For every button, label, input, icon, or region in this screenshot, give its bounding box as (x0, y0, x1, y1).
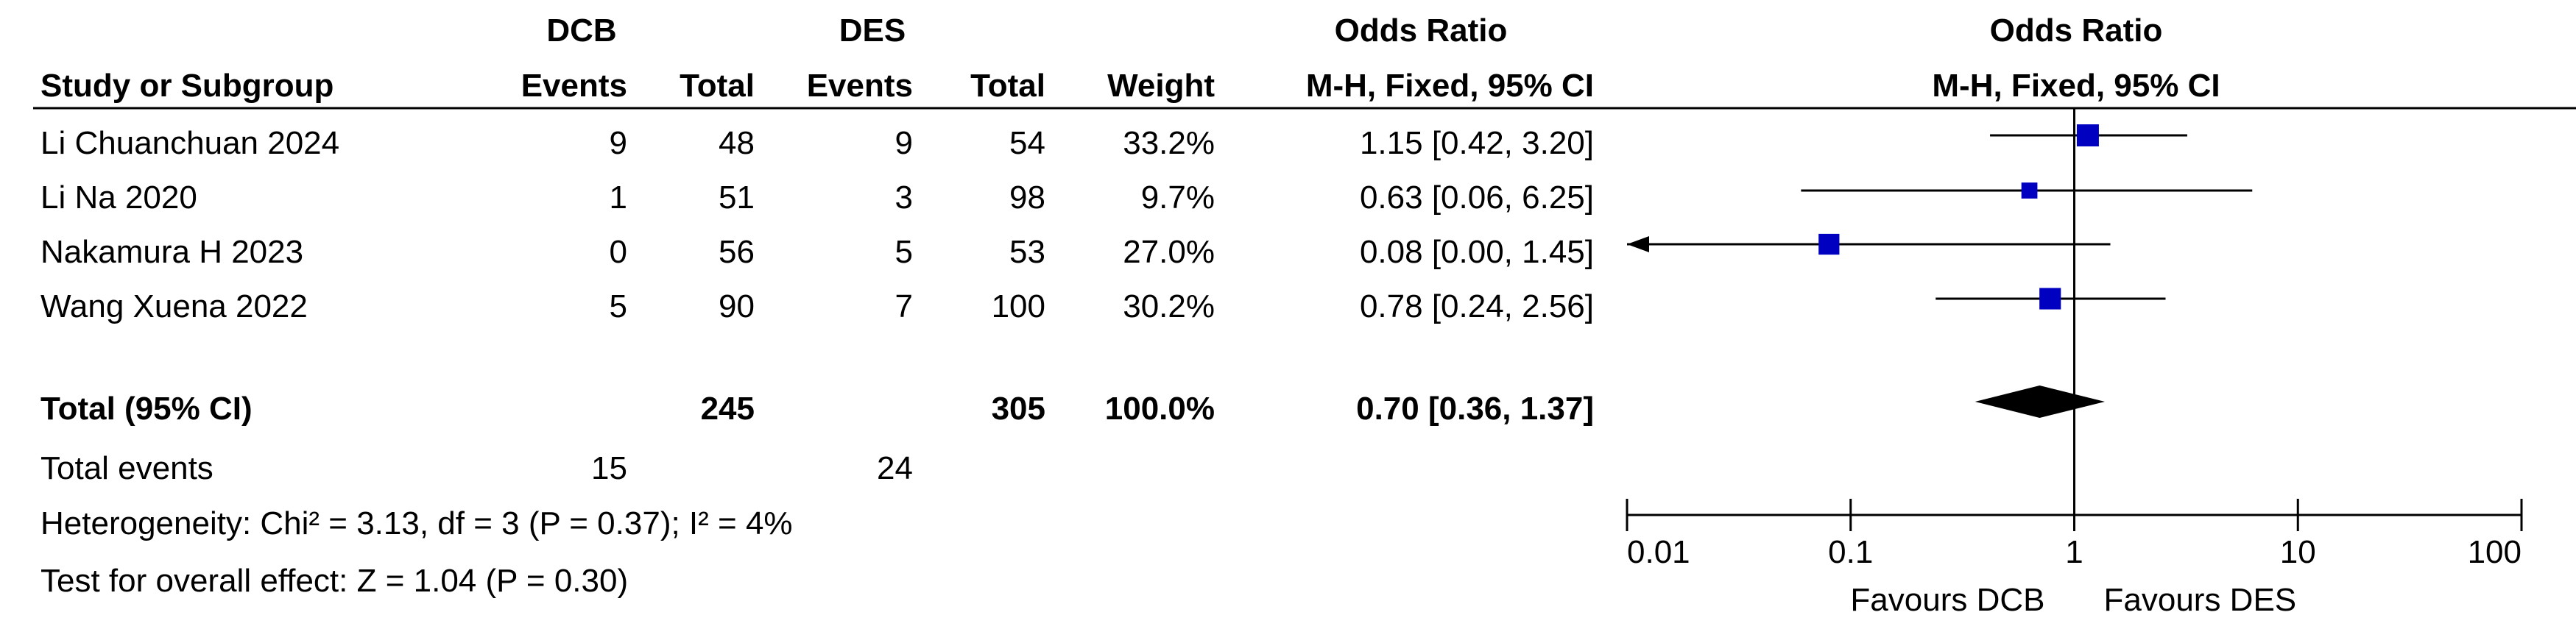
total-t2: 305 (991, 391, 1045, 427)
plot-title: Odds Ratio (1989, 13, 2163, 49)
study-name: Li Chuanchuan 2024 (40, 125, 340, 161)
study-point (2039, 288, 2061, 310)
plot-subtitle: M-H, Fixed, 95% CI (1932, 68, 2220, 104)
total2-column-header: Total (970, 68, 1045, 104)
or-ci-cell: 0.78 [0.24, 2.56] (1359, 288, 1594, 324)
weight-cell: 33.2% (1123, 125, 1215, 161)
study-name: Nakamura H 2023 (40, 234, 304, 270)
total-label: Total (95% CI) (40, 391, 253, 427)
x-tick-label: 1 (2065, 534, 2083, 570)
weight-column-header: Weight (1107, 68, 1215, 104)
events2-column-header: Events (806, 68, 913, 104)
study-point (2076, 124, 2099, 146)
weight-cell: 27.0% (1123, 234, 1215, 270)
events1-cell: 9 (609, 125, 627, 161)
group1-header: DCB (546, 13, 617, 49)
favours-left-label: Favours DCB (1850, 582, 2044, 618)
events-label: Total events (40, 450, 214, 486)
study-point (1818, 233, 1840, 255)
study-name: Wang Xuena 2022 (40, 288, 308, 324)
events1-cell: 5 (609, 288, 627, 324)
events1-column-header: Events (521, 68, 627, 104)
or-ci-cell: 0.63 [0.06, 6.25] (1359, 180, 1594, 216)
total2-cell: 54 (1009, 125, 1045, 161)
total2-cell: 98 (1009, 180, 1045, 216)
x-tick-label: 0.01 (1627, 534, 1690, 570)
pooled-diamond (1975, 385, 2106, 418)
total2-cell: 100 (991, 288, 1045, 324)
method-column-header: M-H, Fixed, 95% CI (1305, 68, 1594, 104)
total1-column-header: Total (680, 68, 755, 104)
group2-header: DES (839, 13, 906, 49)
overall-effect-text: Test for overall effect: Z = 1.04 (P = 0… (40, 563, 629, 599)
or-ci-cell: 0.08 [0.00, 1.45] (1359, 234, 1594, 270)
total-t1: 245 (700, 391, 755, 427)
events-e1: 15 (591, 450, 627, 486)
total2-cell: 53 (1009, 234, 1045, 270)
weight-cell: 9.7% (1140, 180, 1215, 216)
events1-cell: 0 (609, 234, 627, 270)
x-tick-label: 100 (2468, 534, 2522, 570)
events2-cell: 9 (894, 125, 913, 161)
total1-cell: 90 (719, 288, 755, 324)
or-table-header: Odds Ratio (1334, 13, 1508, 49)
weight-cell: 30.2% (1123, 288, 1215, 324)
x-tick-label: 0.1 (1828, 534, 1873, 570)
events2-cell: 5 (894, 234, 913, 270)
or-ci-cell: 1.15 [0.42, 3.20] (1359, 125, 1594, 161)
total-weight: 100.0% (1104, 391, 1215, 427)
events1-cell: 1 (609, 180, 627, 216)
study-point (2021, 182, 2038, 199)
x-tick-label: 10 (2280, 534, 2316, 570)
total1-cell: 51 (719, 180, 755, 216)
heterogeneity-text: Heterogeneity: Chi² = 3.13, df = 3 (P = … (40, 505, 793, 541)
favours-right-label: Favours DES (2104, 582, 2297, 618)
events2-cell: 7 (894, 288, 913, 324)
ci-arrow (1627, 236, 1649, 252)
events-e2: 24 (877, 450, 913, 486)
total-ci: 0.70 [0.36, 1.37] (1356, 391, 1594, 427)
study-column-header: Study or Subgroup (40, 68, 334, 104)
total1-cell: 56 (719, 234, 755, 270)
study-name: Li Na 2020 (40, 180, 197, 216)
events2-cell: 3 (894, 180, 913, 216)
total1-cell: 48 (719, 125, 755, 161)
